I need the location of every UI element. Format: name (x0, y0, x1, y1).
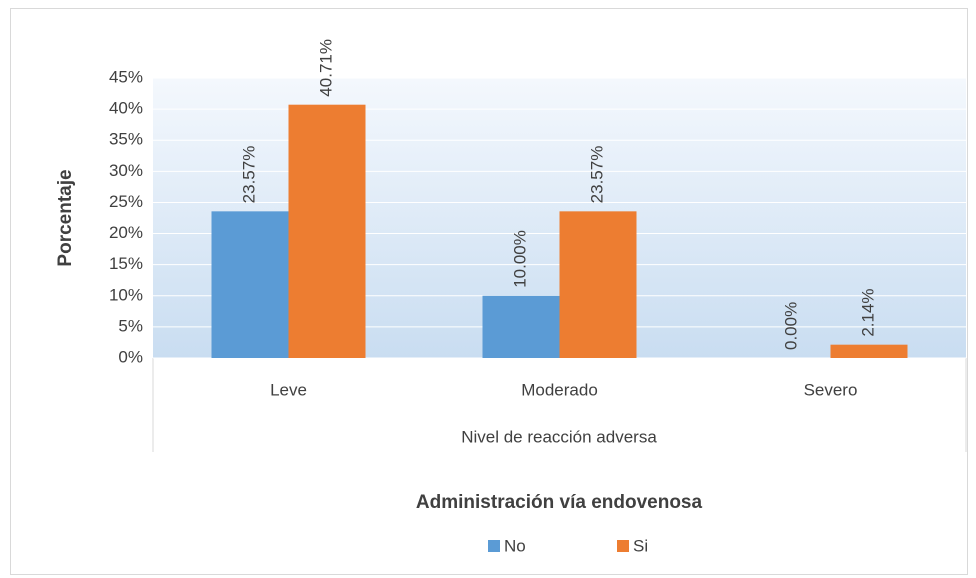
data-label: 10.00% (510, 230, 529, 288)
bar (211, 211, 289, 358)
legend-title: Administración vía endovenosa (416, 492, 703, 513)
y-axis-title: Porcentaje (55, 169, 76, 266)
data-label: 2.14% (858, 288, 877, 336)
x-tick-label: Leve (270, 380, 307, 399)
legend-swatch (617, 540, 629, 552)
y-tick-label: 30% (109, 161, 143, 180)
data-label: 23.57% (239, 146, 258, 204)
legend-label: Si (633, 536, 648, 555)
y-tick-label: 5% (118, 316, 143, 335)
y-tick-label: 40% (109, 99, 143, 118)
y-tick-label: 10% (109, 285, 143, 304)
data-label: 0.00% (781, 302, 800, 350)
y-tick-label: 35% (109, 130, 143, 149)
data-label: 40.71% (316, 39, 335, 97)
y-tick-label: 15% (109, 254, 143, 273)
x-tick-label: Moderado (521, 380, 598, 399)
bar (288, 104, 366, 359)
y-tick-label: 45% (109, 67, 143, 86)
y-tick-label: 25% (109, 192, 143, 211)
legend-swatch (488, 540, 500, 552)
y-tick-label: 0% (118, 347, 143, 366)
bar (830, 344, 908, 358)
data-label: 23.57% (587, 146, 606, 204)
bar (482, 295, 560, 358)
bar (559, 211, 637, 358)
y-tick-label: 20% (109, 223, 143, 242)
x-axis-title: Nivel de reacción adversa (461, 427, 657, 446)
legend-label: No (504, 536, 526, 555)
x-tick-label: Severo (804, 380, 858, 399)
